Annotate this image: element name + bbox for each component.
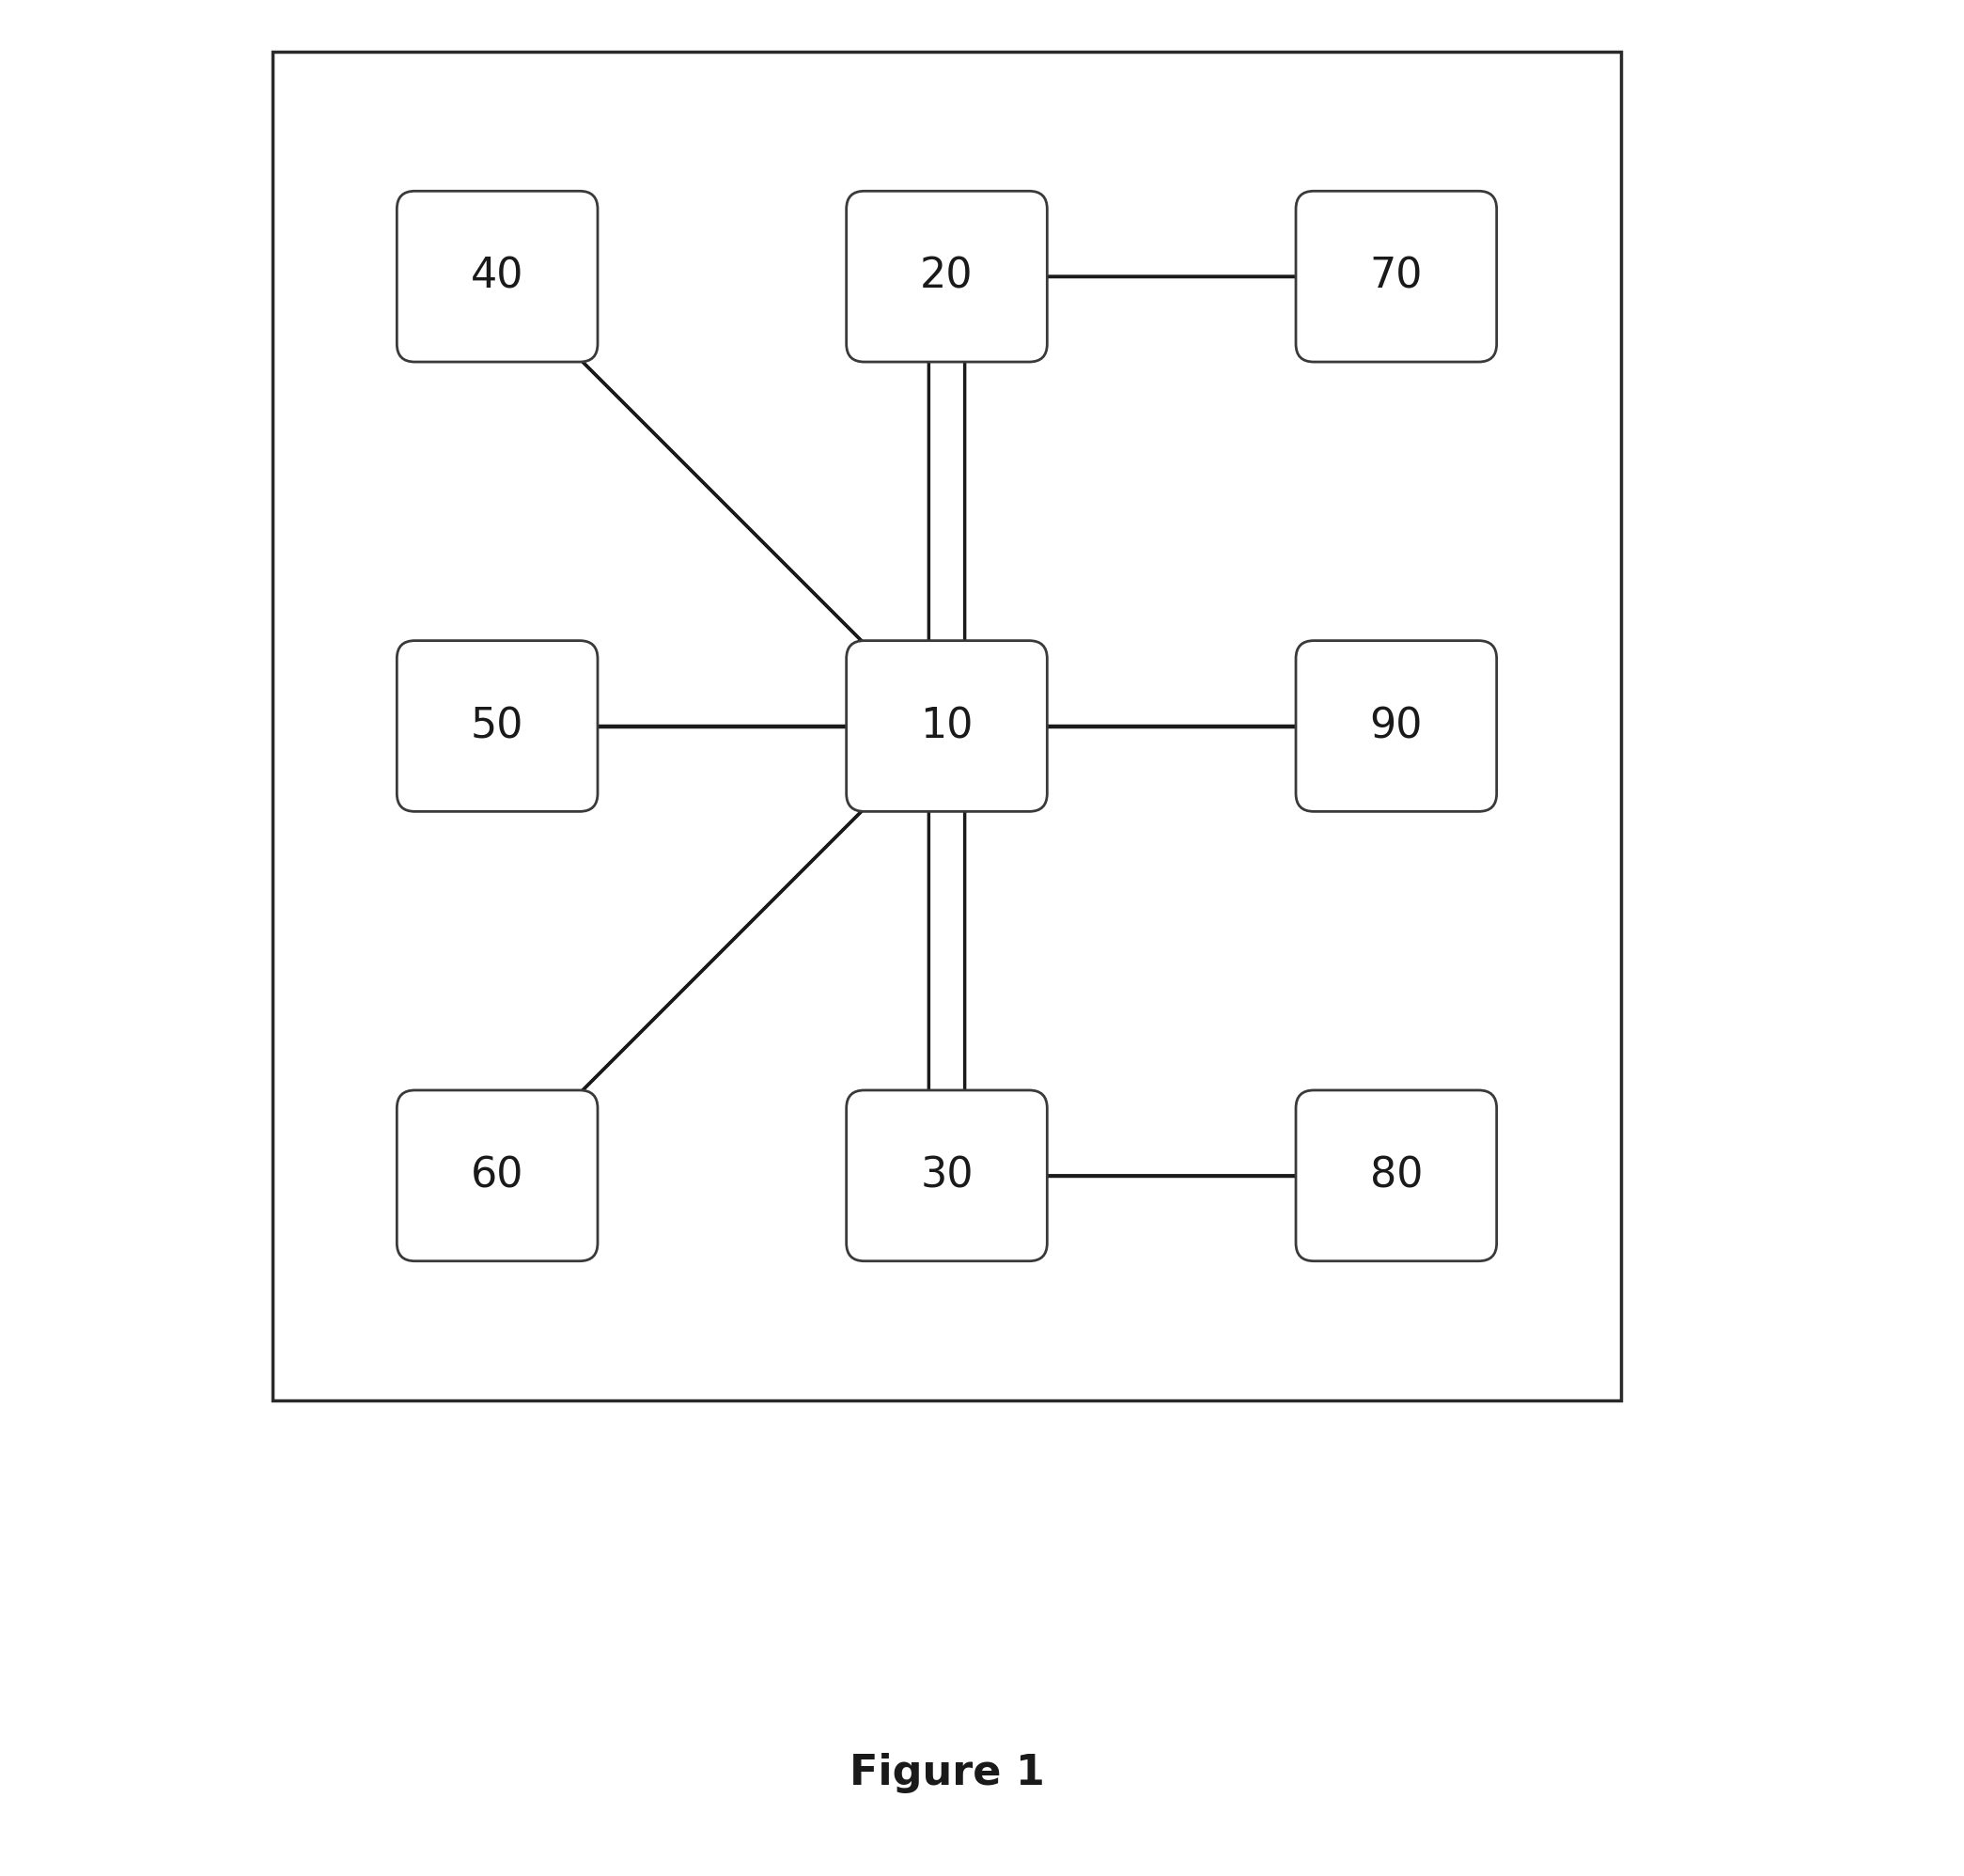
FancyBboxPatch shape (846, 1090, 1047, 1261)
FancyBboxPatch shape (397, 1090, 597, 1261)
Text: 70: 70 (1369, 257, 1422, 296)
Text: 10: 10 (921, 705, 974, 747)
FancyBboxPatch shape (1296, 640, 1497, 812)
FancyBboxPatch shape (846, 191, 1047, 362)
FancyBboxPatch shape (846, 640, 1047, 812)
Text: 80: 80 (1369, 1156, 1422, 1195)
Text: 60: 60 (471, 1156, 524, 1195)
Text: 20: 20 (921, 257, 974, 296)
Text: 40: 40 (471, 257, 524, 296)
Text: 30: 30 (921, 1156, 974, 1195)
FancyBboxPatch shape (1296, 191, 1497, 362)
FancyBboxPatch shape (1296, 1090, 1497, 1261)
FancyBboxPatch shape (397, 191, 597, 362)
Text: Figure 1: Figure 1 (848, 1752, 1045, 1793)
FancyBboxPatch shape (397, 640, 597, 812)
Text: 50: 50 (471, 705, 524, 747)
Text: 90: 90 (1369, 705, 1422, 747)
